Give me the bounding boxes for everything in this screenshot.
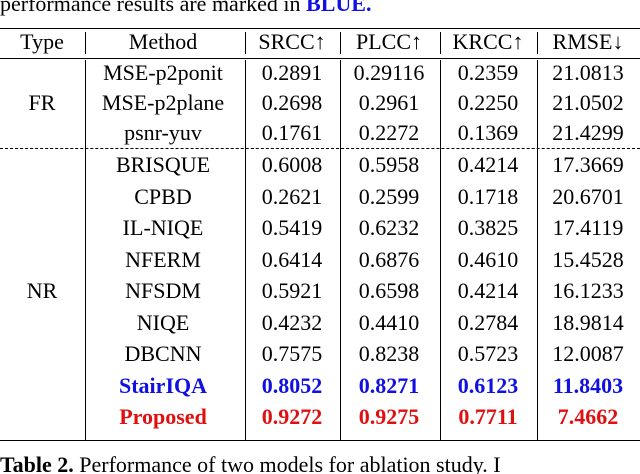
caption-text: performance results are marked in — [0, 0, 301, 16]
method-cell: NFSDM — [125, 278, 201, 303]
value-cell: 0.2784 — [457, 309, 519, 335]
value-cell: 0.2891 — [261, 60, 323, 85]
method-cell: BRISQUE — [115, 152, 211, 177]
group-separator — [0, 148, 640, 149]
value-cell: 0.8271 — [358, 372, 420, 398]
method-cell: CPBD — [134, 183, 192, 209]
value-cell: 17.4119 — [552, 215, 624, 240]
method-cell: psnr-yuv — [124, 120, 202, 145]
column-separator — [440, 60, 441, 440]
column-separator — [245, 32, 246, 54]
header-cell: PLCC↑ — [355, 29, 423, 54]
value-cell: 12.0087 — [552, 341, 624, 366]
caption-bottom: Table 2. Performance of two models for a… — [0, 454, 501, 474]
value-cell: 0.8052 — [261, 372, 323, 398]
column-separator — [537, 60, 538, 440]
method-cell: Proposed — [119, 404, 207, 429]
value-cell: 0.9275 — [358, 404, 420, 429]
column-separator — [340, 60, 341, 440]
value-cell: 17.3669 — [552, 152, 624, 177]
column-separator — [85, 32, 86, 54]
header-cell: SRCC↑ — [258, 29, 326, 54]
value-cell: 11.8403 — [552, 372, 624, 398]
value-cell: 0.6008 — [261, 152, 323, 177]
type-cell: FR — [28, 90, 56, 115]
value-cell: 0.1718 — [457, 183, 519, 209]
type-cell: NR — [26, 278, 58, 303]
value-cell: 0.2250 — [457, 90, 519, 115]
column-separator — [440, 32, 441, 54]
value-cell: 15.4528 — [552, 246, 624, 272]
value-cell: 0.5958 — [358, 152, 420, 177]
method-cell: MSE-p2plane — [101, 90, 225, 115]
method-cell: NIQE — [136, 309, 190, 335]
method-cell: DBCNN — [124, 341, 202, 366]
value-cell: 7.4662 — [557, 404, 619, 429]
caption-text: Performance of two models for ablation s… — [79, 452, 501, 474]
column-separator — [245, 60, 246, 440]
value-cell: 0.2621 — [261, 183, 323, 209]
value-cell: 0.4610 — [457, 246, 519, 272]
method-cell: NFERM — [125, 246, 201, 272]
value-cell: 0.3825 — [457, 215, 519, 240]
value-cell: 0.5723 — [457, 341, 519, 366]
value-cell: 0.4232 — [261, 309, 323, 335]
header-cell: Method — [128, 29, 198, 54]
method-cell: MSE-p2ponit — [103, 60, 223, 85]
value-cell: 0.2698 — [261, 90, 323, 115]
value-cell: 21.0813 — [552, 60, 624, 85]
caption-label: Table 2. — [0, 452, 74, 474]
column-separator — [340, 32, 341, 54]
value-cell: 0.4214 — [457, 278, 519, 303]
value-cell: 0.6123 — [457, 372, 519, 398]
value-cell: 0.6232 — [358, 215, 420, 240]
value-cell: 0.6598 — [358, 278, 420, 303]
value-cell: 0.5419 — [261, 215, 323, 240]
column-separator — [537, 32, 538, 54]
value-cell: 18.9814 — [552, 309, 624, 335]
value-cell: 0.5921 — [261, 278, 323, 303]
value-cell: 0.8238 — [358, 341, 420, 366]
method-cell: StairIQA — [119, 372, 207, 398]
header-cell: Type — [20, 29, 64, 54]
value-cell: 0.1761 — [261, 120, 323, 145]
value-cell: 0.2599 — [358, 183, 420, 209]
value-cell: 0.4214 — [457, 152, 519, 177]
method-cell: IL-NIQE — [122, 215, 204, 240]
value-cell: 0.2359 — [457, 60, 519, 85]
bottom-rule — [0, 440, 640, 441]
value-cell: 0.2961 — [358, 90, 420, 115]
value-cell: 0.4410 — [358, 309, 420, 335]
value-cell: 0.2272 — [358, 120, 420, 145]
caption-emphasis: BLUE. — [306, 0, 372, 16]
value-cell: 0.9272 — [261, 404, 323, 429]
value-cell: 0.29116 — [353, 60, 425, 85]
value-cell: 0.6414 — [261, 246, 323, 272]
header-rule — [0, 58, 640, 59]
header-cell: KRCC↑ — [452, 29, 524, 54]
top-rule — [0, 28, 640, 29]
caption-top: performance results are marked in BLUE. — [0, 0, 371, 15]
column-separator — [85, 60, 86, 440]
value-cell: 21.0502 — [552, 90, 624, 115]
value-cell: 21.4299 — [552, 120, 624, 145]
value-cell: 16.1233 — [552, 278, 624, 303]
value-cell: 0.7711 — [458, 404, 518, 429]
value-cell: 0.6876 — [358, 246, 420, 272]
value-cell: 0.1369 — [457, 120, 519, 145]
value-cell: 0.7575 — [261, 341, 323, 366]
value-cell: 20.6701 — [552, 183, 624, 209]
header-cell: RMSE↓ — [552, 29, 624, 54]
